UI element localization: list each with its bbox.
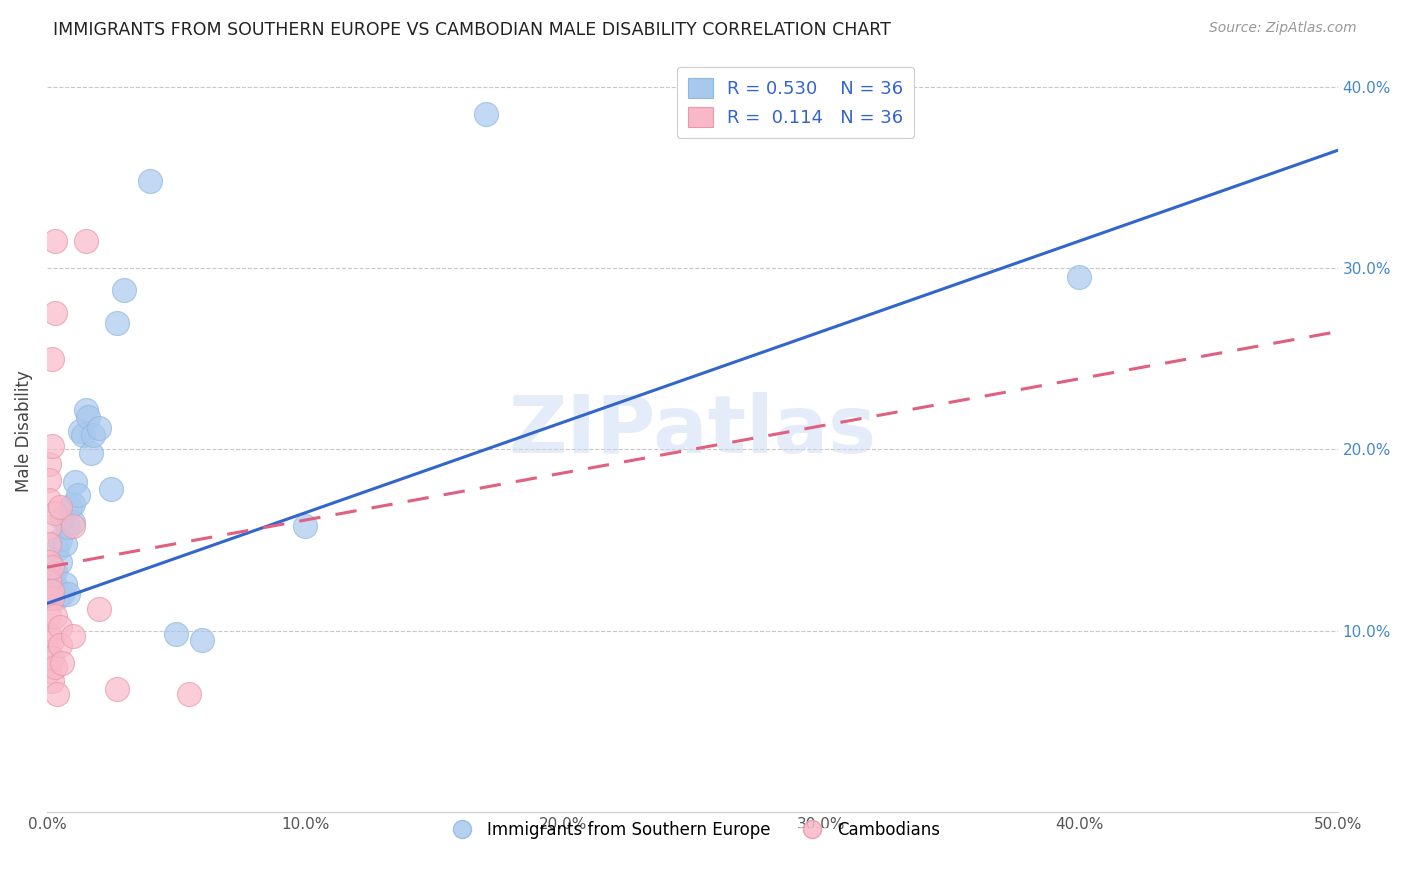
Point: [38, 664, 60, 678]
Point: [49, 500, 72, 515]
Point: [177, 687, 200, 701]
Point: [44, 234, 66, 248]
Point: [38, 591, 60, 605]
Point: [474, 107, 496, 121]
Point: [51, 587, 73, 601]
Point: [41, 560, 63, 574]
Point: [46, 591, 69, 605]
Y-axis label: Male Disability: Male Disability: [15, 370, 32, 492]
Point: [1069, 270, 1091, 285]
Point: [51, 511, 73, 525]
Point: [62, 629, 84, 643]
Point: [44, 578, 66, 592]
Point: [41, 650, 63, 665]
Point: [75, 402, 97, 417]
Point: [38, 627, 60, 641]
Point: [38, 473, 60, 487]
Point: [38, 520, 60, 534]
Text: IMMIGRANTS FROM SOUTHERN EUROPE VS CAMBODIAN MALE DISABILITY CORRELATION CHART: IMMIGRANTS FROM SOUTHERN EUROPE VS CAMBO…: [53, 21, 891, 38]
Point: [82, 428, 104, 442]
Point: [165, 627, 187, 641]
Point: [191, 632, 214, 647]
Point: [38, 645, 60, 659]
Point: [87, 420, 110, 434]
Point: [44, 506, 66, 520]
Point: [294, 518, 316, 533]
Point: [41, 569, 63, 583]
Point: [112, 283, 135, 297]
Point: [44, 660, 66, 674]
Point: [38, 573, 60, 587]
Point: [49, 638, 72, 652]
Point: [77, 409, 100, 424]
Text: Source: ZipAtlas.com: Source: ZipAtlas.com: [1209, 21, 1357, 35]
Point: [69, 424, 91, 438]
Point: [44, 306, 66, 320]
Point: [41, 674, 63, 689]
Point: [49, 555, 72, 569]
Point: [66, 488, 89, 502]
Point: [38, 493, 60, 508]
Point: [62, 518, 84, 533]
Point: [62, 497, 84, 511]
Point: [44, 564, 66, 578]
Point: [72, 428, 94, 442]
Point: [41, 439, 63, 453]
Point: [87, 602, 110, 616]
Point: [41, 583, 63, 598]
Point: [46, 687, 69, 701]
Point: [59, 500, 82, 515]
Point: [46, 542, 69, 557]
Point: [56, 520, 79, 534]
Point: [38, 609, 60, 624]
Point: [53, 536, 76, 550]
Point: [44, 609, 66, 624]
Point: [49, 533, 72, 547]
Point: [38, 457, 60, 471]
Point: [80, 446, 103, 460]
Point: [51, 657, 73, 671]
Point: [41, 351, 63, 366]
Point: [75, 234, 97, 248]
Point: [100, 483, 122, 497]
Point: [41, 583, 63, 598]
Point: [49, 620, 72, 634]
Point: [105, 681, 128, 696]
Point: [53, 576, 76, 591]
Point: [41, 591, 63, 605]
Point: [139, 174, 162, 188]
Point: [38, 536, 60, 550]
Point: [41, 632, 63, 647]
Point: [62, 515, 84, 529]
Legend: Immigrants from Southern Europe, Cambodians: Immigrants from Southern Europe, Cambodi…: [439, 814, 946, 846]
Text: ZIPatlas: ZIPatlas: [508, 392, 876, 470]
Point: [56, 587, 79, 601]
Point: [105, 316, 128, 330]
Point: [38, 555, 60, 569]
Point: [38, 573, 60, 587]
Point: [65, 475, 87, 489]
